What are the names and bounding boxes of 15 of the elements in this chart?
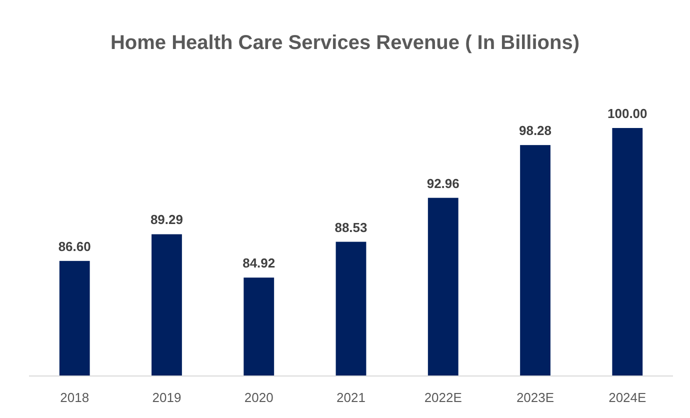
x-tick-label: 2021 xyxy=(336,390,366,405)
x-tick-label: 2020 xyxy=(244,390,274,405)
data-label: 86.60 xyxy=(58,238,91,254)
data-label: 89.29 xyxy=(150,212,184,228)
data-label: 92.96 xyxy=(426,176,460,191)
chart-title: Home Health Care Services Revenue ( In Billions) xyxy=(110,32,580,54)
x-tick-label: 2022E xyxy=(424,390,462,405)
data-label: 88.53 xyxy=(334,220,368,235)
x-tick-label: 2018 xyxy=(60,390,90,405)
x-tick-label: 2024E xyxy=(608,390,647,405)
x-tick-label: 2023E xyxy=(516,390,554,405)
x-tick-label: 2019 xyxy=(152,390,182,405)
data-label: 84.92 xyxy=(242,256,276,271)
data-label: 100.00 xyxy=(608,106,648,121)
data-label: 98.28 xyxy=(518,123,552,138)
